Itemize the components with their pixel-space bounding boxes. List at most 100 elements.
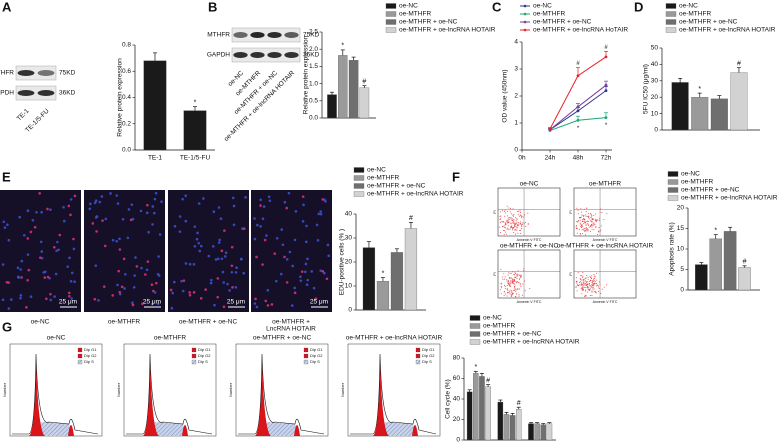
legend-label: oe-MTHFR (679, 11, 711, 18)
nucleus (267, 195, 271, 199)
flow-event (502, 278, 504, 280)
nucleus (317, 212, 321, 216)
flow-event (515, 293, 517, 295)
flow-event (507, 227, 509, 229)
flow-x-label: Annexin V FITC (517, 300, 542, 304)
nucleus (262, 205, 266, 208)
flow-event (507, 221, 509, 223)
nucleus (73, 280, 76, 284)
nucleus (103, 244, 107, 248)
nucleus (256, 223, 259, 227)
nucleus (141, 302, 144, 306)
flow-event (592, 283, 594, 285)
flow-event (514, 280, 516, 282)
nucleus (261, 263, 264, 266)
nucleus (62, 219, 66, 223)
flow-event (577, 210, 579, 212)
point (576, 109, 580, 113)
y-tick-label: 0.2 (122, 120, 131, 127)
histogram-legend-swatch (77, 347, 83, 353)
legend-swatch (469, 331, 481, 337)
flow-event (590, 294, 592, 296)
y-tick-label: 1 (514, 120, 518, 127)
flow-event (576, 207, 578, 209)
nucleus (287, 191, 291, 195)
nucleus (184, 262, 188, 265)
nucleus (102, 285, 106, 288)
flow-event (578, 217, 580, 219)
nucleus (304, 240, 308, 244)
flow-event (590, 213, 592, 215)
flow-event (596, 220, 598, 222)
y-tick-label: 10 (345, 283, 353, 290)
flow-event (504, 224, 506, 226)
panel-letter: C (492, 0, 502, 14)
flow-event (593, 288, 595, 290)
nucleus (146, 203, 149, 207)
dip-g2 (68, 425, 74, 436)
flow-event (510, 222, 512, 224)
nucleus (121, 218, 125, 221)
nucleus (235, 266, 238, 270)
flow-event (593, 222, 595, 224)
flow-event (515, 217, 517, 219)
legend-marker (523, 12, 527, 16)
flow-event (509, 285, 511, 287)
flow-event (505, 231, 507, 233)
flow-event (596, 284, 598, 286)
nucleus (153, 211, 156, 215)
dip-s (261, 422, 299, 436)
micrograph (84, 190, 165, 312)
flow-event (520, 215, 522, 217)
flow-event (599, 230, 601, 232)
nucleus (232, 204, 236, 208)
blot-band (267, 52, 282, 58)
nucleus (151, 223, 154, 226)
flow-event (517, 287, 519, 289)
flow-event (512, 228, 514, 230)
flow-event (591, 278, 593, 280)
nucleus (16, 266, 20, 270)
bar (376, 281, 390, 311)
nucleus (319, 210, 322, 213)
nucleus (88, 207, 92, 211)
flow-event (586, 283, 588, 285)
nucleus (173, 224, 177, 228)
nucleus (118, 237, 121, 241)
flow-event (591, 275, 593, 277)
nucleus (153, 291, 157, 294)
annotation: # (362, 79, 366, 86)
flow-event (504, 278, 506, 280)
flow-event (512, 279, 514, 281)
flow-event (519, 211, 521, 213)
nucleus (46, 207, 49, 211)
y-tick-label: 40 (453, 396, 461, 403)
flow-event (513, 231, 515, 233)
flow-event (508, 207, 510, 209)
nucleus (44, 270, 47, 274)
flow-event (518, 210, 520, 212)
flow-event (579, 217, 581, 219)
histogram-legend-label: Dip G1 (310, 347, 323, 352)
flow-event (593, 291, 595, 293)
flow-event (583, 220, 585, 222)
flow-plot (573, 187, 637, 237)
flow-event (507, 290, 509, 292)
flow-event (523, 268, 525, 270)
flow-event (514, 233, 516, 235)
nucleus (40, 210, 43, 214)
flow-event (594, 282, 596, 284)
flow-event (504, 286, 506, 288)
flow-event (510, 291, 512, 293)
legend-label: oe-MTHFR + oe-NC (399, 19, 458, 26)
flow-event (510, 208, 512, 210)
flow-event (516, 227, 518, 229)
flow-event (590, 276, 592, 278)
flow-event (584, 296, 586, 298)
histogram-outline (238, 353, 325, 435)
nucleus (16, 275, 20, 279)
y-tick-label: 0 (680, 287, 684, 294)
flow-event (506, 205, 508, 207)
annotation: # (486, 377, 490, 384)
flow-event (511, 271, 513, 273)
